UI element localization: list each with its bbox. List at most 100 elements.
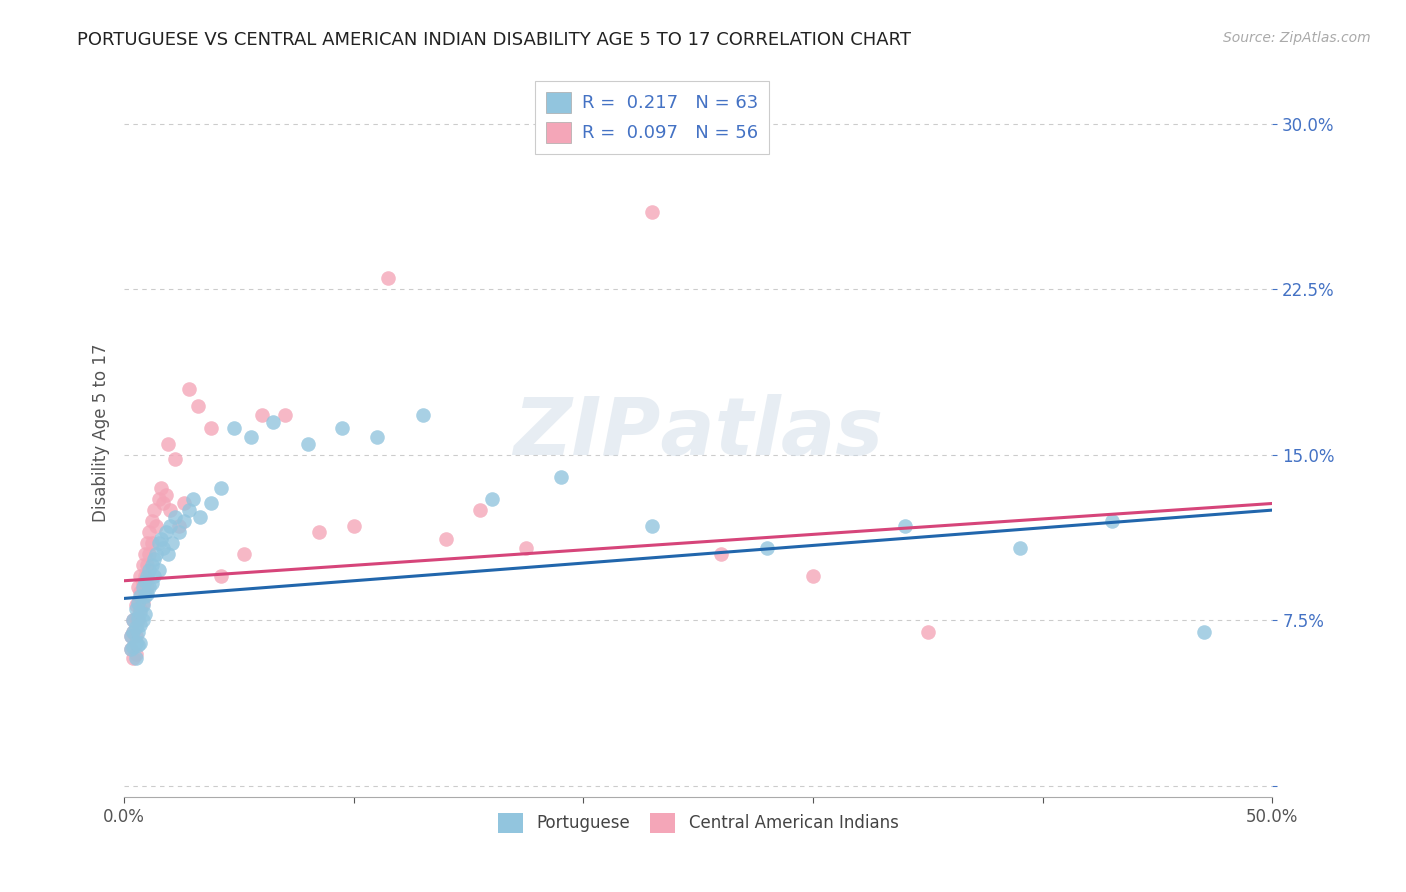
Point [122, 651, 145, 665]
Point [129, 569, 152, 583]
Point [125, 635, 148, 649]
Point [470, 503, 492, 517]
Point [412, 408, 434, 422]
Point [756, 541, 779, 555]
Point [125, 620, 148, 634]
Point [162, 536, 184, 550]
Point [200, 421, 222, 435]
Point [138, 563, 160, 577]
Point [173, 496, 195, 510]
Point [122, 614, 145, 628]
Point [155, 488, 177, 502]
Point [141, 558, 163, 573]
Point [125, 602, 148, 616]
Point [134, 607, 156, 621]
Text: PORTUGUESE VS CENTRAL AMERICAN INDIAN DISABILITY AGE 5 TO 17 CORRELATION CHART: PORTUGUESE VS CENTRAL AMERICAN INDIAN DI… [77, 31, 911, 49]
Point [156, 437, 179, 451]
Point [169, 518, 191, 533]
Point [148, 491, 170, 506]
Point [434, 532, 457, 546]
Point [122, 614, 145, 628]
Point [148, 563, 170, 577]
Point [163, 509, 186, 524]
Y-axis label: Disability Age 5 to 17: Disability Age 5 to 17 [93, 343, 110, 522]
Point [129, 618, 152, 632]
Point [173, 514, 195, 528]
Point [169, 525, 191, 540]
Point [209, 481, 232, 495]
Point [308, 525, 330, 540]
Point [127, 638, 149, 652]
Point [155, 525, 177, 540]
Point [232, 547, 254, 561]
Point [120, 642, 142, 657]
Point [143, 503, 166, 517]
Point [641, 518, 664, 533]
Point [224, 421, 246, 435]
Point [297, 437, 319, 451]
Point [1008, 541, 1031, 555]
Point [343, 518, 366, 533]
Point [159, 518, 181, 533]
Point [120, 629, 142, 643]
Point [129, 602, 152, 616]
Point [136, 558, 159, 573]
Point [515, 541, 537, 555]
Point [145, 518, 167, 533]
Point [136, 587, 159, 601]
Point [134, 547, 156, 561]
Point [134, 574, 156, 588]
Point [377, 271, 399, 285]
Point [159, 503, 181, 517]
Point [134, 569, 156, 583]
Point [131, 598, 153, 612]
Point [131, 558, 153, 573]
Point [122, 624, 145, 639]
Point [149, 481, 172, 495]
Point [366, 430, 388, 444]
Point [131, 614, 153, 628]
Point [163, 452, 186, 467]
Point [801, 569, 824, 583]
Point [188, 509, 211, 524]
Point [141, 576, 163, 591]
Point [125, 598, 148, 612]
Point [710, 547, 733, 561]
Point [125, 629, 148, 643]
Point [209, 569, 232, 583]
Point [141, 536, 163, 550]
Point [274, 408, 297, 422]
Point [152, 496, 174, 510]
Point [141, 514, 163, 528]
Legend: Portuguese, Central American Indians: Portuguese, Central American Indians [492, 806, 905, 839]
Point [481, 491, 503, 506]
Point [122, 640, 145, 654]
Point [127, 580, 149, 594]
Point [894, 518, 917, 533]
Point [125, 647, 148, 661]
Point [127, 596, 149, 610]
Point [138, 525, 160, 540]
Point [239, 430, 262, 444]
Point [332, 421, 354, 435]
Point [134, 589, 156, 603]
Point [125, 611, 148, 625]
Point [120, 642, 142, 657]
Point [145, 547, 167, 561]
Point [131, 596, 153, 610]
Point [1101, 514, 1123, 528]
Point [250, 408, 273, 422]
Point [152, 541, 174, 555]
Point [149, 532, 172, 546]
Point [125, 651, 148, 665]
Point [181, 491, 204, 506]
Point [136, 536, 159, 550]
Point [1192, 624, 1215, 639]
Point [120, 629, 142, 643]
Point [127, 624, 149, 639]
Point [127, 614, 149, 628]
Point [200, 496, 222, 510]
Text: Source: ZipAtlas.com: Source: ZipAtlas.com [1223, 31, 1371, 45]
Point [177, 382, 200, 396]
Point [131, 576, 153, 591]
